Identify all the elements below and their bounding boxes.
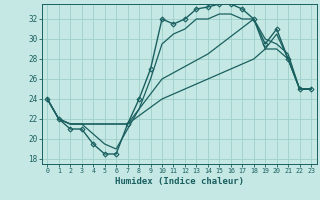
- X-axis label: Humidex (Indice chaleur): Humidex (Indice chaleur): [115, 177, 244, 186]
